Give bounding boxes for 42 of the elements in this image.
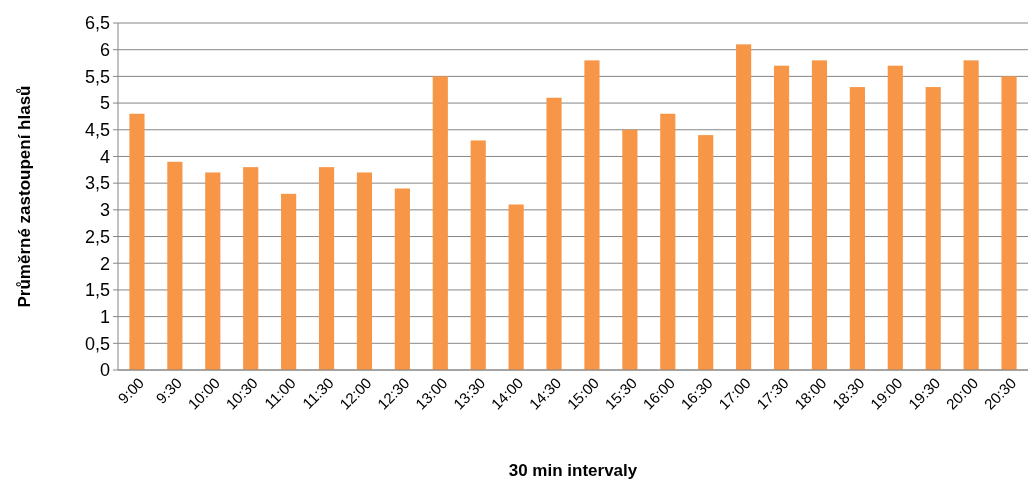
y-tick-label: 0,5 [84, 333, 110, 354]
y-tick-label: 4 [99, 146, 110, 167]
x-axis-title: 30 min intervaly [508, 461, 638, 480]
bar [470, 140, 486, 370]
y-tick-label: 2,5 [84, 226, 110, 247]
bar [849, 87, 865, 370]
bar [281, 193, 297, 370]
bar [1001, 76, 1017, 370]
y-tick-label: 6 [99, 39, 110, 60]
bar [773, 65, 790, 370]
y-tick-label: 5,5 [84, 66, 110, 87]
bar [698, 135, 714, 370]
y-tick-label: 1,5 [84, 280, 110, 301]
x-tick-label: 9:30 [152, 374, 185, 407]
bar [356, 172, 373, 370]
bar [622, 129, 638, 370]
bar [508, 204, 524, 370]
bar [432, 76, 448, 370]
y-tick-label: 6,5 [84, 13, 110, 34]
bar [318, 167, 335, 370]
y-tick-label: 5 [99, 93, 110, 114]
y-axis-title: Průměrné zastoupení hlasů [15, 85, 34, 308]
bar [243, 167, 259, 370]
bar [811, 60, 828, 370]
bar [584, 60, 600, 370]
y-tick-label: 0 [99, 360, 110, 381]
bar [925, 87, 941, 370]
y-tick-label: 3 [99, 200, 110, 221]
bar [167, 161, 183, 370]
y-tick-label: 4,5 [84, 120, 110, 141]
bar [736, 44, 752, 370]
x-tick-label: 9:00 [114, 374, 148, 407]
y-tick-label: 3,5 [84, 173, 110, 194]
bar [129, 113, 145, 370]
bar [660, 113, 676, 370]
bar [887, 65, 903, 370]
bar [205, 172, 221, 370]
y-tick-label: 1 [99, 306, 110, 327]
bar [546, 97, 562, 370]
bar [394, 188, 410, 370]
y-tick-label: 2 [99, 253, 110, 274]
bar [963, 60, 979, 370]
